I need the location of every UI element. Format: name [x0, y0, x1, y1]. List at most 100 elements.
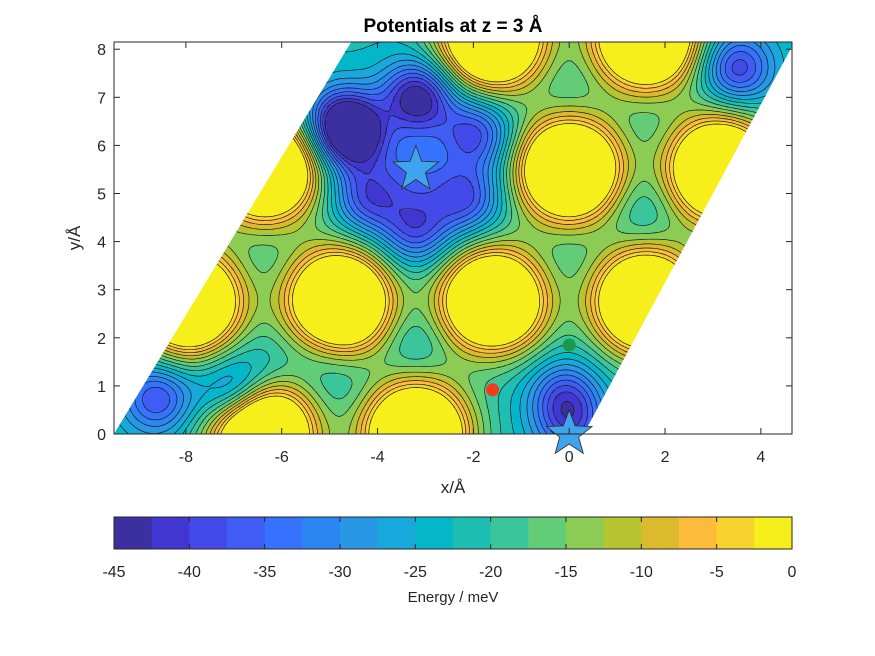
- contour-fill-cell: [633, 63, 637, 67]
- contour-fill-cell: [594, 48, 598, 52]
- contour-fill-cell: [666, 45, 670, 49]
- contour-fill-cell: [465, 51, 469, 55]
- contour-fill-cell: [414, 63, 418, 67]
- contour-fill-cell: [402, 42, 406, 46]
- contour-fill-cell: [489, 42, 493, 46]
- contour-fill-cell: [339, 66, 343, 70]
- contour-fill-cell: [627, 45, 631, 49]
- contour-fill-cell: [408, 42, 412, 46]
- contour-fill-cell: [747, 60, 751, 64]
- contour-fill-cell: [369, 63, 373, 67]
- contour-fill-cell: [474, 42, 478, 46]
- contour-fill-cell: [621, 66, 625, 70]
- contour-fill-cell: [525, 45, 529, 49]
- contour-fill-cell: [390, 63, 394, 67]
- contour-fill-cell: [603, 42, 607, 46]
- contour-fill-cell: [492, 66, 496, 70]
- contour-fill-cell: [765, 48, 769, 52]
- contour-fill-cell: [417, 54, 421, 58]
- contour-fill-cell: [486, 48, 490, 52]
- contour-fill-cell: [504, 63, 508, 67]
- contour-fill-cell: [660, 57, 664, 61]
- contour-fill-cell: [654, 66, 658, 70]
- contour-fill-cell: [384, 60, 388, 64]
- contour-fill-cell: [495, 45, 499, 49]
- contour-fill-cell: [552, 63, 556, 67]
- contour-fill-cell: [618, 45, 622, 49]
- contour-fill-cell: [345, 66, 349, 70]
- contour-fill-cell: [663, 54, 667, 58]
- contour-fill-cell: [474, 57, 478, 61]
- contour-fill-cell: [348, 60, 352, 64]
- contour-fill-cell: [393, 60, 397, 64]
- contour-fill-cell: [765, 60, 769, 64]
- contour-fill-cell: [594, 51, 598, 55]
- contour-fill-cell: [564, 48, 568, 52]
- contour-fill-cell: [780, 48, 784, 52]
- contour-fill-cell: [483, 66, 487, 70]
- contour-fill-cell: [741, 42, 745, 46]
- contour-fill-cell: [669, 42, 673, 46]
- contour-fill-cell: [390, 60, 394, 64]
- contour-fill-cell: [714, 42, 718, 46]
- contour-fill-cell: [699, 63, 703, 67]
- contour-fill-cell: [429, 48, 433, 52]
- contour-fill-cell: [612, 51, 616, 55]
- contour-fill-cell: [777, 63, 781, 67]
- contour-fill-cell: [537, 48, 541, 52]
- contour-fill-cell: [648, 48, 652, 52]
- contour-fill-cell: [504, 54, 508, 58]
- contour-fill-cell: [354, 51, 358, 55]
- contour-fill-cell: [717, 63, 721, 67]
- contour-fill-cell: [642, 45, 646, 49]
- contour-fill-cell: [465, 54, 469, 58]
- contour-fill-cell: [498, 42, 502, 46]
- contour-fill-cell: [507, 48, 511, 52]
- contour-fill-cell: [570, 54, 574, 58]
- contour-fill-cell: [357, 57, 361, 61]
- contour-fill-cell: [396, 57, 400, 61]
- contour-fill-cell: [666, 63, 670, 67]
- contour-fill-cell: [339, 60, 343, 64]
- contour-fill-cell: [552, 66, 556, 70]
- contour-fill-cell: [624, 60, 628, 64]
- contour-fill-cell: [636, 51, 640, 55]
- contour-fill-cell: [738, 63, 742, 67]
- contour-fill-cell: [696, 54, 700, 58]
- contour-fill-cell: [786, 48, 790, 52]
- contour-fill-cell: [573, 54, 577, 58]
- contour-fill-cell: [405, 60, 409, 64]
- contour-fill-cell: [720, 42, 724, 46]
- contour-fill-cell: [573, 57, 577, 61]
- contour-fill-cell: [678, 63, 682, 67]
- contour-fill-cell: [720, 45, 724, 49]
- contour-fill-cell: [543, 60, 547, 64]
- contour-fill-cell: [729, 57, 733, 61]
- contour-fill-cell: [759, 60, 763, 64]
- contour-fill-cell: [522, 60, 526, 64]
- contour-fill-cell: [390, 45, 394, 49]
- contour-fill-cell: [774, 51, 778, 55]
- contour-fill-cell: [399, 66, 403, 70]
- contour-fill-cell: [369, 60, 373, 64]
- contour-fill-cell: [750, 57, 754, 61]
- contour-fill-cell: [435, 54, 439, 58]
- contour-fill-cell: [498, 51, 502, 55]
- contour-fill-cell: [510, 63, 514, 67]
- contour-fill-cell: [486, 57, 490, 61]
- contour-fill-cell: [627, 42, 631, 46]
- contour-fill-cell: [492, 60, 496, 64]
- contour-fill-cell: [777, 51, 781, 55]
- contour-fill-cell: [630, 60, 634, 64]
- contour-fill-cell: [351, 48, 355, 52]
- contour-fill-cell: [522, 57, 526, 61]
- contour-fill-cell: [690, 66, 694, 70]
- contour-fill-cell: [549, 45, 553, 49]
- contour-fill-cell: [522, 51, 526, 55]
- contour-fill-cell: [681, 42, 685, 46]
- contour-fill-cell: [396, 45, 400, 49]
- contour-fill-cell: [744, 45, 748, 49]
- contour-fill-cell: [639, 63, 643, 67]
- contour-fill-cell: [582, 45, 586, 49]
- contour-fill-cell: [405, 45, 409, 49]
